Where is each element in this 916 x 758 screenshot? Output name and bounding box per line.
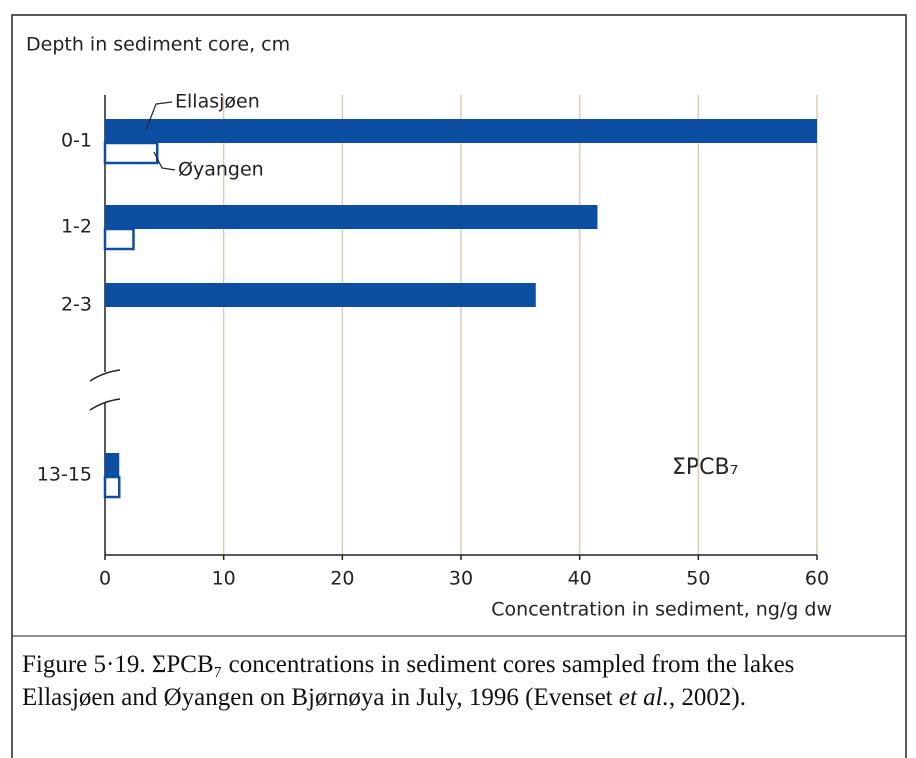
x-tick-label: 10 (212, 568, 236, 590)
x-tick-label: 0 (99, 568, 111, 590)
x-tick-label: 50 (686, 568, 710, 590)
bar-outline (103, 227, 135, 251)
caption-text: Figure 5·19. ΣPCB₇ concentrations in sed… (22, 651, 795, 711)
x-tick-label: 20 (330, 568, 354, 590)
caption-text: , 2002). (668, 684, 746, 711)
caption: Figure 5·19. ΣPCB₇ concentrations in sed… (22, 648, 837, 714)
bar (105, 205, 598, 229)
frame (11, 14, 907, 758)
leader-line (145, 101, 173, 131)
y-tick-label: 0-1 (61, 130, 92, 152)
y-tick-label: 2-3 (61, 294, 92, 316)
leader-line (153, 151, 176, 171)
caption-italic: et al. (618, 684, 669, 711)
bar-outline (103, 475, 121, 499)
y-axis-label: Depth in sediment core, cm (26, 34, 290, 56)
y-tick-label: 13-15 (37, 464, 92, 486)
legend-label: Ellasjøen (175, 91, 260, 113)
bar (105, 119, 817, 143)
bar (105, 453, 120, 477)
bar-outline (103, 141, 159, 165)
axis-break (89, 369, 121, 411)
y-tick-label: 1-2 (61, 216, 92, 238)
x-tick-label: 30 (449, 568, 473, 590)
bar (105, 283, 536, 307)
legend-label: Øyangen (178, 159, 264, 181)
x-tick-label: 40 (568, 568, 592, 590)
x-tick-label: 60 (805, 568, 829, 590)
annotation: ΣPCB₇ (672, 455, 738, 480)
x-axis-label: Concentration in sediment, ng/g dw (491, 599, 832, 621)
